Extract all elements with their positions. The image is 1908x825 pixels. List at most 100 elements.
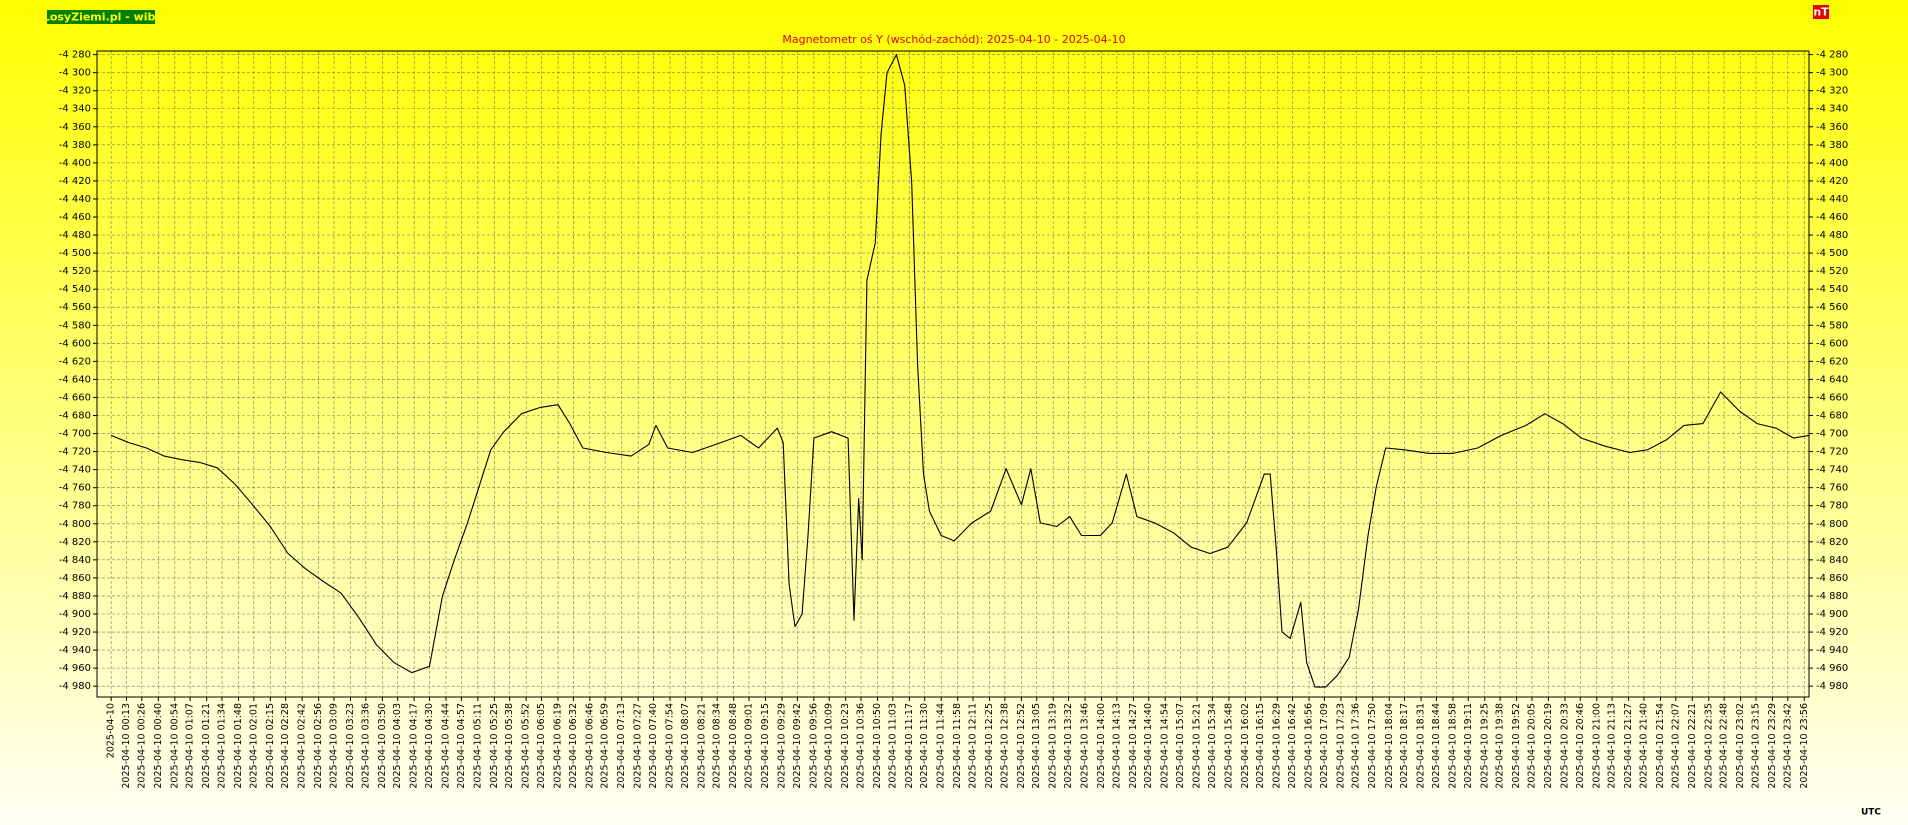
x-tick-label: 2025-04-10 00:26 <box>136 703 147 789</box>
x-tick-label: 2025-04-10 10:50 <box>872 703 883 789</box>
x-tick-label: 2025-04-10 05:38 <box>504 703 515 789</box>
x-tick-label: 2025-04-10 15:07 <box>1175 703 1186 789</box>
y2-tick-label: -4 700 <box>1816 429 1848 440</box>
y2-tick-label: -4 500 <box>1816 248 1848 259</box>
badge-box <box>47 10 155 24</box>
x-tick-label: 2025-04-10 04:03 <box>392 703 403 789</box>
y-tick-label: -4 420 <box>59 176 91 187</box>
y2-tick-label: -4 360 <box>1816 122 1848 133</box>
y-tick-label: -4 820 <box>59 537 91 548</box>
x-tick-label: 2025-04-10 04:44 <box>441 703 452 789</box>
x-tick-label: 2025-04-10 22:07 <box>1670 703 1681 789</box>
x-tick-label: 2025-04-10 17:23 <box>1335 703 1346 789</box>
x-tick-label: 2025-04-10 18:58 <box>1447 703 1458 789</box>
x-tick-label: 2025-04-10 21:27 <box>1623 703 1634 789</box>
y-tick-label: -4 980 <box>59 681 91 692</box>
y-tick-label: -4 680 <box>59 411 91 422</box>
y-tick-label: -4 660 <box>59 392 91 403</box>
x-tick-label: 2025-04-10 19:38 <box>1495 703 1506 789</box>
x-tick-label: 2025-04-10 04:57 <box>456 703 467 789</box>
x-tick-label: 2025-04-10 16:29 <box>1272 703 1283 789</box>
x-tick-label: 2025-04-10 05:11 <box>472 703 483 789</box>
x-tick-label: 2025-04-10 02:42 <box>297 703 308 789</box>
y-tick-label: -4 740 <box>59 465 91 476</box>
x-tick-label: 2025-04-10 17:50 <box>1367 703 1378 789</box>
x-tick-label: 2025-04-10 21:40 <box>1638 703 1649 789</box>
x-tick-label: 2025-04-10 23:42 <box>1782 703 1793 789</box>
plot-frame <box>96 50 1810 698</box>
y2-tick-label: -4 740 <box>1816 465 1848 476</box>
y2-tick-label: -4 440 <box>1816 194 1848 205</box>
y2-tick-label: -4 380 <box>1816 140 1848 151</box>
x-tick-label: 2025-04-10 15:48 <box>1223 703 1234 789</box>
y-tick-label: -4 720 <box>59 447 91 458</box>
y-tick-label: -4 940 <box>59 645 91 656</box>
data-line <box>110 54 1810 688</box>
x-tick-label: 2025-04-10 22:35 <box>1703 703 1714 789</box>
x-tick-label: 2025-04-10 03:50 <box>377 703 388 789</box>
y2-tick-label: -4 940 <box>1816 645 1848 656</box>
x-tick-label: 2025-04-10 08:07 <box>680 703 691 789</box>
y2-tick-label: -4 460 <box>1816 212 1848 223</box>
y2-tick-label: -4 960 <box>1816 663 1848 674</box>
y2-tick-label: -4 900 <box>1816 609 1848 620</box>
x-tick-label: 2025-04-10 19:11 <box>1463 703 1474 789</box>
x-tick-label: 2025-04-10 16:56 <box>1304 703 1315 789</box>
x-tick-label: 2025-04-10 08:34 <box>712 703 723 789</box>
y2-tick-label: -4 680 <box>1816 411 1848 422</box>
x-tick-label: 2025-04-10 12:52 <box>1016 703 1027 789</box>
x-tick-label: 2025-04-10 11:44 <box>936 703 947 789</box>
x-tick-label: 2025-04-10 14:13 <box>1111 703 1122 789</box>
x-tick-label: 2025-04-10 20:33 <box>1559 703 1570 789</box>
y-tick-label: -4 800 <box>59 519 91 530</box>
x-tick-label: 2025-04-10 00:40 <box>153 703 164 789</box>
x-tick-label: 2025-04-10 06:59 <box>600 703 611 789</box>
x-tick-label: 2025-04-10 03:09 <box>328 703 339 789</box>
y2-tick-label: -4 840 <box>1816 555 1848 566</box>
x-tick-label: 2025-04-10 04:30 <box>424 703 435 789</box>
x-tick-label: 2025-04-10 07:40 <box>648 703 659 789</box>
x-tick-label: 2025-04-10 20:46 <box>1575 703 1586 789</box>
x-tick-label: 2025-04-10 21:00 <box>1591 703 1602 789</box>
y2-tick-label: -4 340 <box>1816 104 1848 115</box>
x-tick-label: 2025-04-10 19:52 <box>1511 703 1522 789</box>
x-tick-label: 2025-04-10 06:05 <box>536 703 547 789</box>
x-tick-label: 2025-04-10 16:15 <box>1255 703 1266 789</box>
y-tick-label: -4 520 <box>59 266 91 277</box>
y2-tick-label: -4 560 <box>1816 302 1848 313</box>
y2-tick-label: -4 480 <box>1816 230 1848 241</box>
badge: LosyZiemi.pl - wibi <box>43 11 159 24</box>
x-tick-label: 2025-04-10 14:27 <box>1128 703 1139 789</box>
y2-tick-label: -4 780 <box>1816 501 1848 512</box>
y-tick-label: -4 620 <box>59 356 91 367</box>
x-tick-label: 2025-04-10 03:23 <box>345 703 356 789</box>
y-tick-label: -4 340 <box>59 104 91 115</box>
y-tick-label: -4 320 <box>59 86 91 97</box>
x-tick-label: 2025-04-10 10:09 <box>824 703 835 789</box>
x-tick-label: 2025-04-10 10:36 <box>856 703 867 789</box>
x-tick-label: 2025-04-10 02:56 <box>313 703 324 789</box>
x-tick-label: 2025-04-10 06:19 <box>553 703 564 789</box>
y-tick-label: -4 500 <box>59 248 91 259</box>
y2-tick-label: -4 320 <box>1816 86 1848 97</box>
x-tick-label: 2025-04-10 06:46 <box>584 703 595 789</box>
x-tick-label: 2025-04-10 14:40 <box>1143 703 1154 789</box>
x-tick-label: 2025-04-10 09:15 <box>760 703 771 789</box>
y2-tick-label: -4 300 <box>1816 68 1848 79</box>
x-tick-label: 2025-04-10 18:04 <box>1384 703 1395 789</box>
x-tick-label: 2025-04-10 01:21 <box>201 703 212 789</box>
x-tick-label: 2025-04-10 23:56 <box>1799 703 1810 789</box>
x-tick-label: 2025-04-10 03:36 <box>360 703 371 789</box>
x-tick-label: 2025-04-10 16:42 <box>1287 703 1298 789</box>
x-tick-label: 2025-04-10 10:23 <box>840 703 851 789</box>
y-tick-label: -4 860 <box>59 573 91 584</box>
y-tick-label: -4 380 <box>59 140 91 151</box>
x-tick-label: 2025-04-10 15:34 <box>1207 703 1218 789</box>
y-tick-label: -4 560 <box>59 302 91 313</box>
y2-tick-label: -4 620 <box>1816 356 1848 367</box>
y2-tick-label: -4 520 <box>1816 266 1848 277</box>
x-tick-label: 2025-04-10 23:29 <box>1767 703 1778 789</box>
x-tick-label: 2025-04-10 08:21 <box>696 703 707 789</box>
